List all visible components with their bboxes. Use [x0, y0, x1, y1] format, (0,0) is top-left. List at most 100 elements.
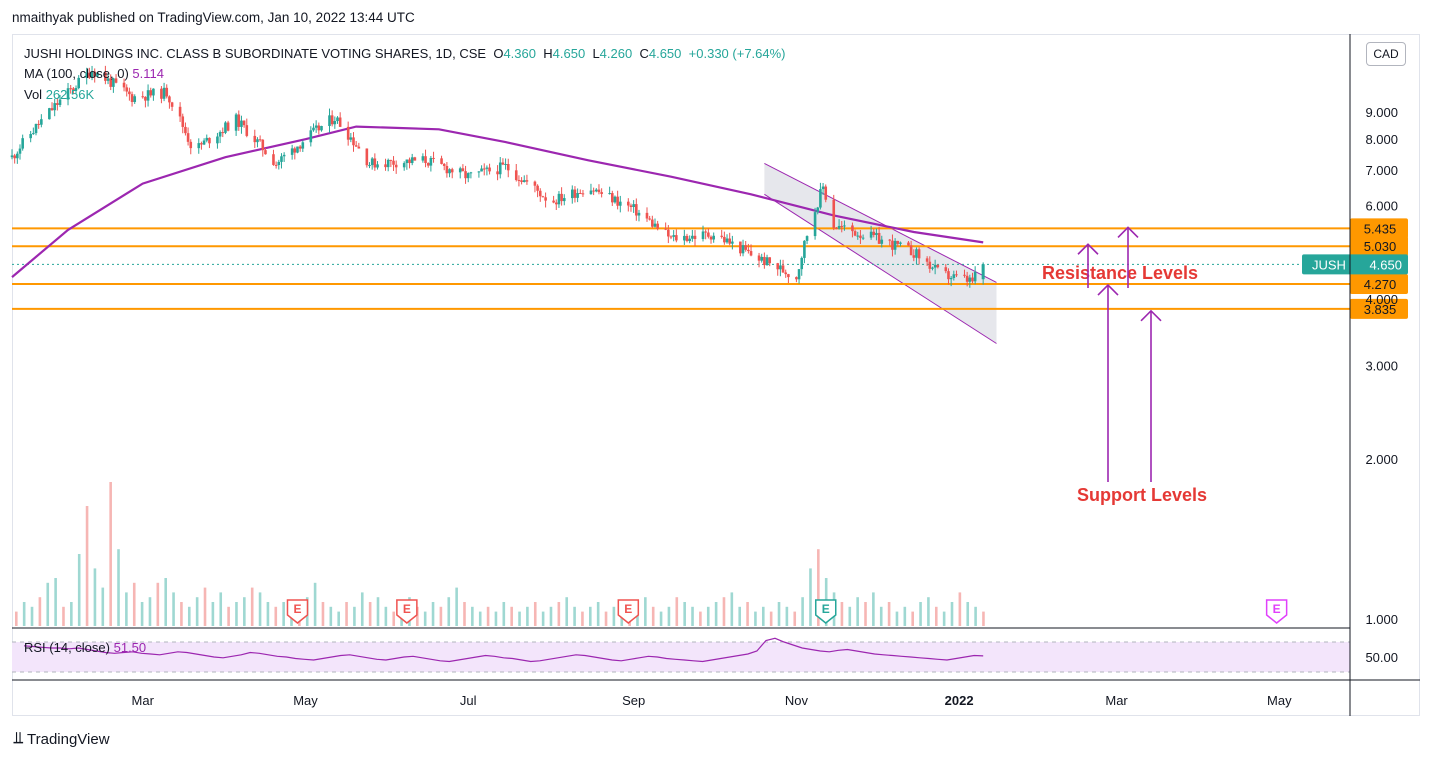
candle-body — [200, 143, 203, 145]
candle-body — [152, 88, 155, 96]
candle-body — [178, 106, 182, 117]
earnings-marker-label: E — [822, 602, 830, 616]
candle-body — [352, 137, 355, 146]
volume-bar — [848, 606, 852, 626]
candle-body — [104, 72, 107, 81]
candle-body — [514, 170, 518, 181]
volume-bar — [761, 606, 765, 626]
candle-body — [637, 212, 641, 216]
candle-body — [917, 249, 921, 259]
volume-bar — [581, 611, 584, 626]
candle-body — [498, 162, 502, 175]
volume-bar — [85, 506, 89, 626]
annotations: Resistance Levels Support Levels — [1042, 226, 1207, 505]
candle-body — [760, 256, 764, 261]
candle-body — [160, 88, 163, 99]
volume-bar — [856, 597, 859, 626]
volume-bar — [431, 602, 435, 626]
candle-body — [368, 165, 371, 167]
volume-bar — [706, 606, 710, 626]
candle-body — [683, 235, 686, 241]
candle-body — [224, 122, 227, 133]
volume-bar — [526, 606, 529, 626]
volume-bar — [510, 606, 513, 626]
candles — [10, 65, 985, 288]
footer-brand[interactable]: ⫫ TradingView — [14, 730, 110, 748]
last-price-symbol: JUSH — [1312, 257, 1346, 272]
volume-bar — [93, 568, 97, 626]
candle-body — [925, 258, 929, 262]
volume-bar — [345, 602, 348, 626]
volume-bar — [809, 568, 812, 626]
candle-body — [691, 235, 694, 239]
horizontal-levels: 5.435 5.030 4.270 3.835 JUSH 4.650 — [12, 218, 1408, 319]
candle-body — [66, 88, 70, 100]
candle-body — [186, 133, 190, 142]
candle-body — [56, 103, 59, 105]
candle-body — [301, 142, 305, 149]
volume-bar — [966, 602, 970, 626]
candle-body — [40, 119, 43, 125]
volume-bar — [274, 606, 278, 626]
level-badge — [1350, 218, 1408, 239]
candle-body — [421, 156, 425, 161]
volume-bar — [958, 592, 962, 626]
candle-body — [787, 274, 790, 278]
volume-bar — [148, 597, 152, 626]
price-tick-label: 9.000 — [1365, 105, 1398, 120]
candle-body — [522, 180, 526, 183]
candle-body — [370, 158, 374, 166]
candle-body — [125, 87, 129, 92]
candle-body — [803, 240, 806, 258]
candle-body — [739, 241, 742, 254]
candle-body — [202, 140, 206, 145]
earnings-marker: E — [286, 599, 309, 624]
candle-body — [840, 225, 844, 227]
candle-body — [877, 232, 881, 244]
volume-bar — [974, 606, 977, 626]
volume-bar — [439, 606, 443, 626]
candle-body — [613, 196, 617, 203]
volume-bar — [471, 606, 474, 626]
volume-bar — [38, 597, 42, 626]
earnings-marker: E — [396, 599, 418, 624]
candle-body — [731, 241, 734, 244]
volume-bar — [360, 592, 364, 626]
candle-body — [50, 108, 54, 111]
volume-bar — [494, 611, 498, 626]
candle-body — [328, 115, 331, 126]
volume-bar — [730, 592, 734, 626]
candle-body — [429, 157, 433, 166]
ma-value: 5.114 — [132, 66, 164, 81]
candle-body — [170, 102, 174, 107]
candle-body — [648, 218, 651, 220]
candle-body — [824, 186, 828, 200]
level-badge-label: 5.030 — [1364, 239, 1397, 254]
candle-body — [312, 127, 315, 131]
candle-body — [376, 164, 379, 168]
rsi-line — [23, 637, 984, 663]
candle-body — [298, 146, 302, 149]
candle-body — [354, 145, 358, 147]
time-tick-label: Mar — [1105, 693, 1128, 708]
volume-bar — [659, 611, 663, 626]
volume-bar — [714, 602, 718, 626]
volume-bar — [919, 602, 922, 626]
candle-body — [272, 154, 275, 165]
currency-button[interactable]: CAD — [1366, 42, 1406, 66]
footer-brand-label: TradingView — [27, 730, 110, 748]
volume-bar — [219, 592, 223, 626]
volume-bar — [817, 549, 820, 626]
channel-upper-line — [764, 163, 997, 283]
volume-bar — [203, 587, 207, 626]
candle-body — [386, 159, 390, 168]
volume-bar — [117, 549, 120, 626]
candle-body — [53, 103, 56, 111]
candle-body — [533, 181, 537, 186]
volume-bar — [46, 582, 50, 626]
candle-body — [928, 261, 932, 269]
candle-body — [277, 161, 281, 166]
volume-bar — [793, 611, 797, 626]
ohlc-open: O4.360 — [493, 46, 536, 61]
